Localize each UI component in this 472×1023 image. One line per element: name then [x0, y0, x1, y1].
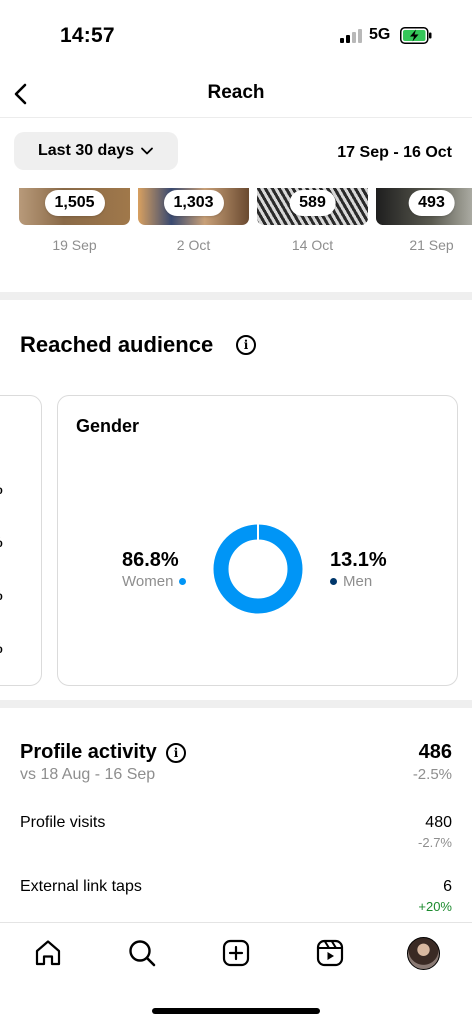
external-link-taps-label: External link taps: [20, 878, 142, 895]
bottom-tab-bar: [0, 922, 472, 1023]
content-thumbnail[interactable]: 493: [376, 188, 472, 225]
info-icon[interactable]: i: [166, 743, 186, 763]
top-nav: Reach: [0, 70, 472, 118]
gender-card[interactable]: Gender 86.8% Women 13.1% Men: [57, 395, 458, 686]
home-indicator: [152, 1008, 320, 1014]
filter-row: Last 30 days 17 Sep - 16 Oct: [0, 118, 472, 188]
age-range-percent: 4%: [0, 534, 3, 551]
profile-visits-label: Profile visits: [20, 814, 106, 831]
network-label: 5G: [369, 26, 391, 43]
page-title: Reach: [207, 82, 265, 103]
comparison-period: vs 18 Aug - 16 Sep: [20, 766, 156, 783]
signal-icon: [340, 29, 362, 43]
age-range-percent: 2%: [0, 481, 3, 498]
home-icon[interactable]: [32, 937, 64, 969]
search-icon[interactable]: [126, 937, 158, 969]
content-thumbnail[interactable]: 1,303: [138, 188, 249, 225]
back-button[interactable]: [6, 76, 42, 112]
section-divider: [0, 700, 472, 708]
battery-charging-icon: [400, 27, 432, 44]
reach-count-badge: 1,303: [163, 190, 224, 216]
men-percent: 13.1%: [330, 549, 387, 571]
reach-count-badge: 493: [408, 190, 455, 216]
status-time: 14:57: [60, 24, 115, 47]
info-icon[interactable]: i: [236, 335, 256, 355]
reach-count-badge: 1,505: [44, 190, 105, 216]
reels-icon[interactable]: [314, 937, 346, 969]
men-legend: Men: [330, 573, 372, 590]
section-divider: [0, 292, 472, 300]
profile-activity-change: -2.5%: [412, 766, 452, 783]
top-content-strip: 1,505 19 Sep 1,303 2 Oct 589 14 Oct 493 …: [0, 188, 472, 288]
profile-visits-change: -2.7%: [418, 835, 452, 850]
gender-donut-chart: [213, 524, 303, 614]
content-thumbnail[interactable]: 1,505: [19, 188, 130, 225]
men-label: Men: [343, 573, 373, 590]
content-date: 19 Sep: [52, 237, 97, 253]
profile-activity-total: 486: [418, 741, 452, 763]
age-range-percent: 8%: [0, 587, 3, 604]
content-date: 2 Oct: [176, 237, 211, 253]
age-range-card[interactable]: 2% 4% 8% 8%: [0, 395, 42, 686]
content-thumbnail[interactable]: 589: [257, 188, 368, 225]
gender-card-title: Gender: [76, 416, 140, 436]
profile-avatar[interactable]: [407, 937, 440, 970]
profile-visits-value: 480: [425, 814, 452, 831]
status-bar: 14:57 5G: [0, 0, 472, 70]
chevron-down-icon: [141, 147, 153, 155]
reached-audience-title: Reached audience: [20, 332, 214, 357]
profile-activity-title: Profile activity: [20, 741, 157, 763]
create-icon[interactable]: [220, 937, 252, 969]
date-range: 17 Sep - 16 Oct: [337, 144, 452, 161]
period-label: Last 30 days: [37, 142, 135, 159]
women-label: Women: [122, 573, 174, 590]
reach-count-badge: 589: [289, 190, 336, 216]
women-dot: [179, 578, 187, 585]
age-range-percent: 8%: [0, 640, 3, 657]
men-dot: [330, 578, 337, 585]
content-date: 21 Sep: [409, 237, 454, 253]
external-link-taps-change: +20%: [418, 899, 452, 914]
women-legend: Women: [122, 573, 187, 590]
external-link-taps-value: 6: [443, 878, 452, 895]
period-dropdown[interactable]: Last 30 days: [14, 132, 178, 170]
content-date: 14 Oct: [291, 237, 334, 253]
women-percent: 86.8%: [122, 549, 179, 571]
